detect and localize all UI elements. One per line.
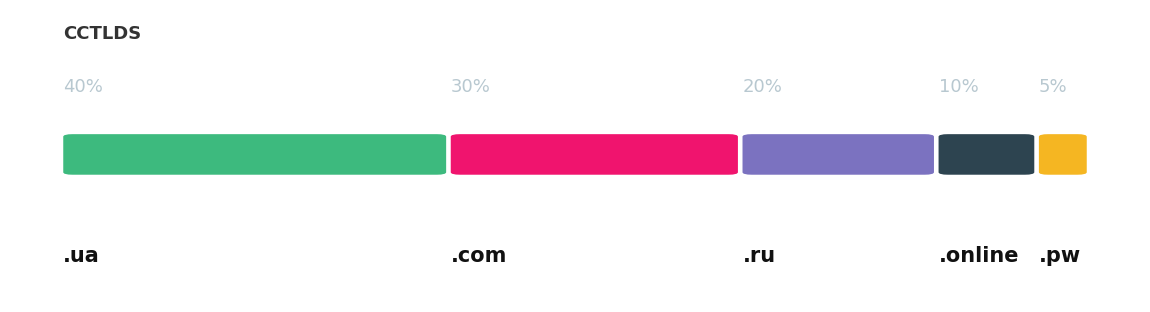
- FancyBboxPatch shape: [451, 134, 738, 175]
- FancyBboxPatch shape: [1038, 134, 1087, 175]
- Text: .com: .com: [451, 246, 507, 266]
- Text: 40%: 40%: [63, 78, 104, 96]
- Text: 20%: 20%: [743, 78, 782, 96]
- Text: 30%: 30%: [451, 78, 491, 96]
- FancyBboxPatch shape: [63, 134, 446, 175]
- Text: .pw: .pw: [1038, 246, 1081, 266]
- Text: 10%: 10%: [938, 78, 979, 96]
- Text: 5%: 5%: [1038, 78, 1067, 96]
- FancyBboxPatch shape: [938, 134, 1034, 175]
- FancyBboxPatch shape: [743, 134, 934, 175]
- Text: .ua: .ua: [63, 246, 100, 266]
- Text: .ru: .ru: [743, 246, 775, 266]
- Text: .online: .online: [938, 246, 1019, 266]
- Text: CCTLDS: CCTLDS: [63, 25, 141, 43]
